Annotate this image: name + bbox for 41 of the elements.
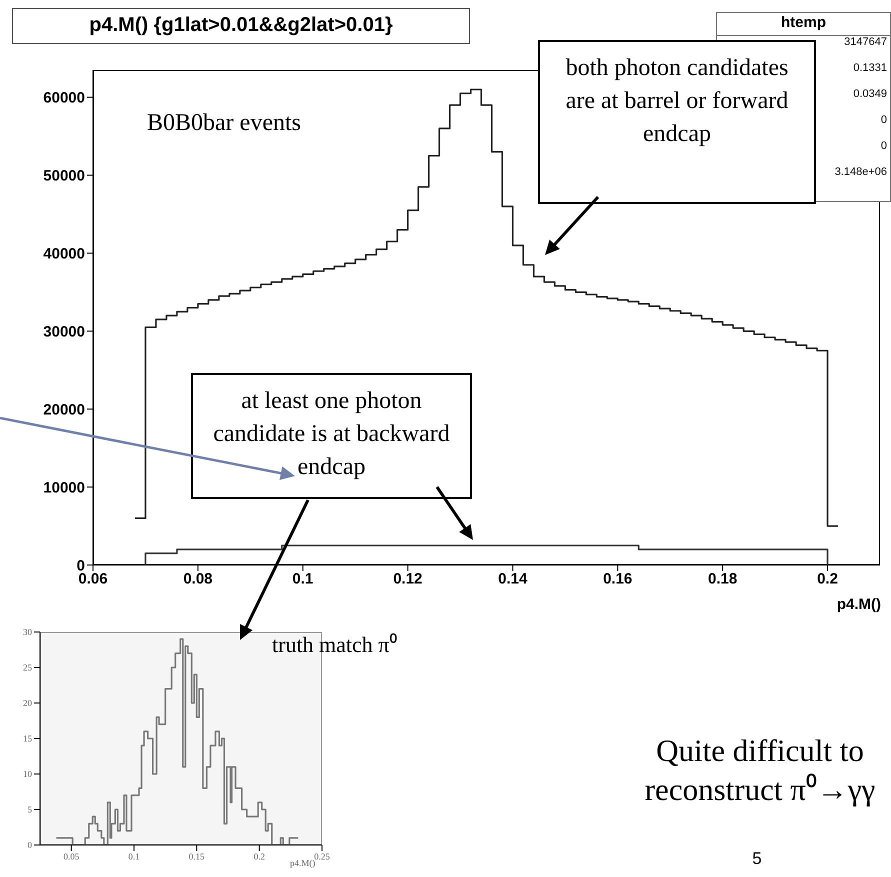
x-tick-label: 0.1	[292, 570, 314, 588]
annotation: 0.1331	[853, 62, 887, 74]
annotation: truth match π⁰	[272, 631, 398, 658]
y-tick-label: 5	[28, 804, 32, 815]
text: 3147647	[844, 36, 887, 48]
y-tick-label: 20	[23, 698, 32, 708]
x-axis-title: p4.M()	[836, 596, 881, 613]
x-axis-title: p4.M()	[290, 858, 316, 868]
y-tick-label: 15	[23, 734, 32, 744]
text: 0	[880, 140, 887, 152]
x-tick-label: 0.1	[128, 851, 140, 862]
text: 5	[751, 848, 763, 870]
chart-title: p4.M() {g1lat>0.01&&g2lat>0.01}	[12, 8, 470, 44]
callout-box: both photon candidates are at barrel or forward endcap	[538, 40, 816, 204]
callout-box: at least one photon candidate is at backward endcap	[191, 373, 472, 499]
y-tick-label: 10000	[43, 479, 85, 496]
x-tick-label: 0.18	[708, 570, 738, 588]
y-tick-label: 50000	[43, 168, 85, 185]
x-tick-label: 0.12	[393, 570, 422, 588]
y-tick-label: 20000	[43, 401, 85, 418]
x-tick-label: 0.2	[817, 570, 838, 588]
y-tick-label: 0	[28, 840, 32, 850]
y-tick-label: 30000	[43, 323, 85, 340]
annotation: 0.0349	[853, 88, 887, 100]
x-tick-label: 0.08	[183, 570, 213, 588]
text: Quite difficult to reconstruct π⁰→γγ	[644, 732, 876, 809]
text: htemp	[716, 12, 891, 36]
x-tick-label: 0.2	[254, 851, 265, 862]
x-tick-label: 0.05	[63, 851, 80, 862]
y-tick-label: 25	[23, 662, 32, 673]
x-tick-label: 0.15	[188, 851, 206, 862]
y-tick-label: 40000	[43, 246, 85, 263]
x-tick-label: 0.16	[603, 570, 632, 588]
x-tick-label: 0.25	[314, 851, 330, 862]
text: 0	[880, 114, 887, 126]
x-tick-label: 0.14	[498, 570, 528, 588]
y-tick-label: 60000	[43, 90, 85, 107]
y-tick-label: 30	[23, 627, 32, 638]
annotation: 3.148e+06	[834, 166, 887, 178]
annotation: B0B0bar events	[147, 109, 301, 138]
y-tick-label: 10	[23, 769, 32, 780]
